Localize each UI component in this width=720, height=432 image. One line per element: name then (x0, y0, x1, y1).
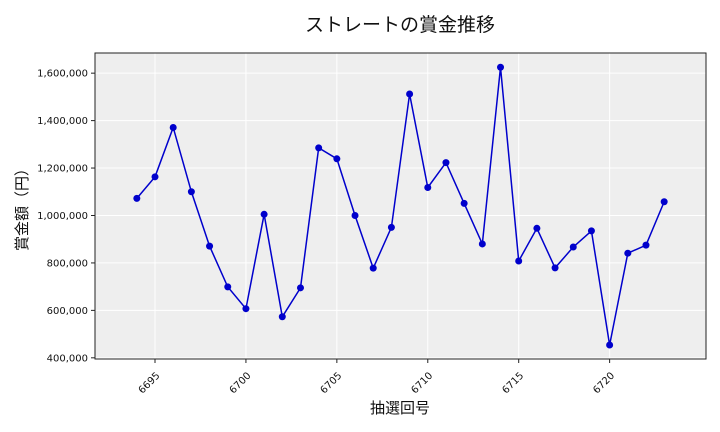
data-point (533, 224, 541, 232)
y-axis-label: 賞金額（円） (13, 161, 31, 251)
data-point (424, 183, 432, 191)
x-tick-label: 6695 (137, 370, 163, 396)
data-point (206, 242, 214, 250)
grid-lines (95, 53, 706, 359)
x-axis: 6695 6700 6705 6710 6715 6720 (137, 359, 617, 396)
y-tick-label: 600,000 (47, 306, 88, 317)
y-tick-label: 800,000 (47, 258, 88, 269)
data-point (278, 313, 286, 321)
data-point (242, 305, 250, 313)
data-point (606, 341, 614, 349)
x-tick-label: 6700 (228, 370, 254, 396)
data-point (624, 249, 632, 257)
plot-frame (94, 52, 707, 360)
data-point (296, 284, 304, 292)
data-point (369, 264, 377, 272)
data-point (642, 241, 650, 249)
data-point (406, 90, 414, 98)
data-point (515, 257, 523, 265)
data-point (569, 243, 577, 251)
data-point (551, 264, 559, 272)
data-point (351, 211, 359, 219)
data-point (315, 144, 323, 152)
series-line-layer (136, 67, 665, 346)
data-points (133, 63, 668, 349)
data-point (333, 155, 341, 163)
x-tick-label: 6710 (410, 370, 436, 396)
y-tick-label: 1,000,000 (37, 211, 88, 222)
x-axis-label: 抽選回号 (370, 399, 430, 417)
series-line (136, 67, 665, 346)
data-point (478, 240, 486, 248)
data-point (660, 198, 668, 206)
plot-area (95, 53, 706, 359)
y-tick-label: 1,400,000 (37, 116, 88, 127)
data-point (460, 199, 468, 207)
data-point (387, 223, 395, 231)
y-tick-label: 400,000 (47, 353, 88, 364)
data-point (187, 188, 195, 196)
data-point (151, 173, 159, 181)
data-point (260, 210, 268, 218)
data-point (442, 159, 450, 167)
data-point (497, 63, 505, 71)
y-tick-label: 1,600,000 (37, 69, 88, 80)
x-tick-label: 6715 (500, 370, 526, 396)
y-tick-label: 1,200,000 (37, 164, 88, 175)
data-point (169, 123, 177, 131)
x-tick-label: 6705 (319, 370, 345, 396)
x-tick-label: 6720 (591, 370, 617, 396)
data-point (133, 194, 141, 202)
data-point (224, 283, 232, 291)
y-axis: 400,000 600,000 800,000 1,000,000 1,200,000 1… (37, 69, 95, 364)
chart-title: ストレートの賞金推移 (305, 14, 495, 36)
data-point (587, 227, 595, 235)
